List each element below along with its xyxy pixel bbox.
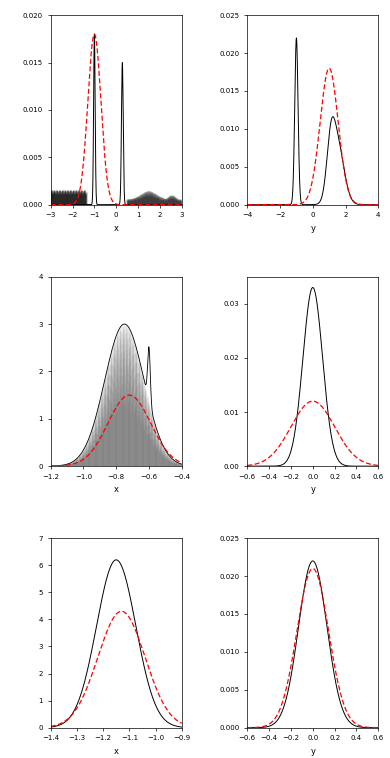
X-axis label: y: y: [310, 224, 315, 233]
X-axis label: x: x: [114, 485, 119, 494]
X-axis label: x: x: [114, 224, 119, 233]
X-axis label: y: y: [310, 485, 315, 494]
X-axis label: y: y: [310, 747, 315, 756]
X-axis label: x: x: [114, 747, 119, 756]
